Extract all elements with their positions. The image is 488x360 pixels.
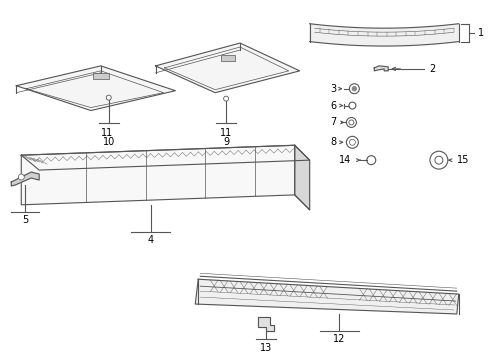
Circle shape <box>346 136 358 148</box>
Circle shape <box>18 174 24 180</box>
Circle shape <box>106 95 111 100</box>
Circle shape <box>348 120 353 125</box>
Text: 3: 3 <box>330 84 336 94</box>
Text: 11: 11 <box>101 129 113 138</box>
Polygon shape <box>309 24 458 46</box>
Text: 5: 5 <box>22 215 28 225</box>
Bar <box>93 73 108 79</box>
Circle shape <box>349 84 359 94</box>
Circle shape <box>346 117 356 127</box>
Text: 1: 1 <box>477 28 483 38</box>
Polygon shape <box>16 66 175 111</box>
Polygon shape <box>257 317 273 331</box>
Text: 2: 2 <box>428 64 434 74</box>
Circle shape <box>348 102 355 109</box>
Text: 12: 12 <box>333 334 345 344</box>
Polygon shape <box>11 172 39 186</box>
Polygon shape <box>294 145 309 210</box>
Polygon shape <box>21 145 309 170</box>
Text: 15: 15 <box>456 155 468 165</box>
Polygon shape <box>155 43 299 93</box>
Text: 10: 10 <box>102 137 115 147</box>
Bar <box>221 55 235 61</box>
Circle shape <box>434 156 442 164</box>
Text: 9: 9 <box>223 137 229 147</box>
Polygon shape <box>195 279 458 314</box>
Text: 13: 13 <box>259 343 271 353</box>
Circle shape <box>352 87 356 91</box>
Text: 4: 4 <box>147 234 153 244</box>
Text: 6: 6 <box>330 100 336 111</box>
Text: 7: 7 <box>330 117 336 127</box>
Circle shape <box>429 151 447 169</box>
Polygon shape <box>21 145 294 205</box>
Text: 8: 8 <box>330 137 336 147</box>
Circle shape <box>366 156 375 165</box>
Circle shape <box>349 139 355 145</box>
Circle shape <box>223 96 228 101</box>
Text: 11: 11 <box>220 129 232 138</box>
Text: 14: 14 <box>339 155 351 165</box>
Polygon shape <box>373 66 387 71</box>
